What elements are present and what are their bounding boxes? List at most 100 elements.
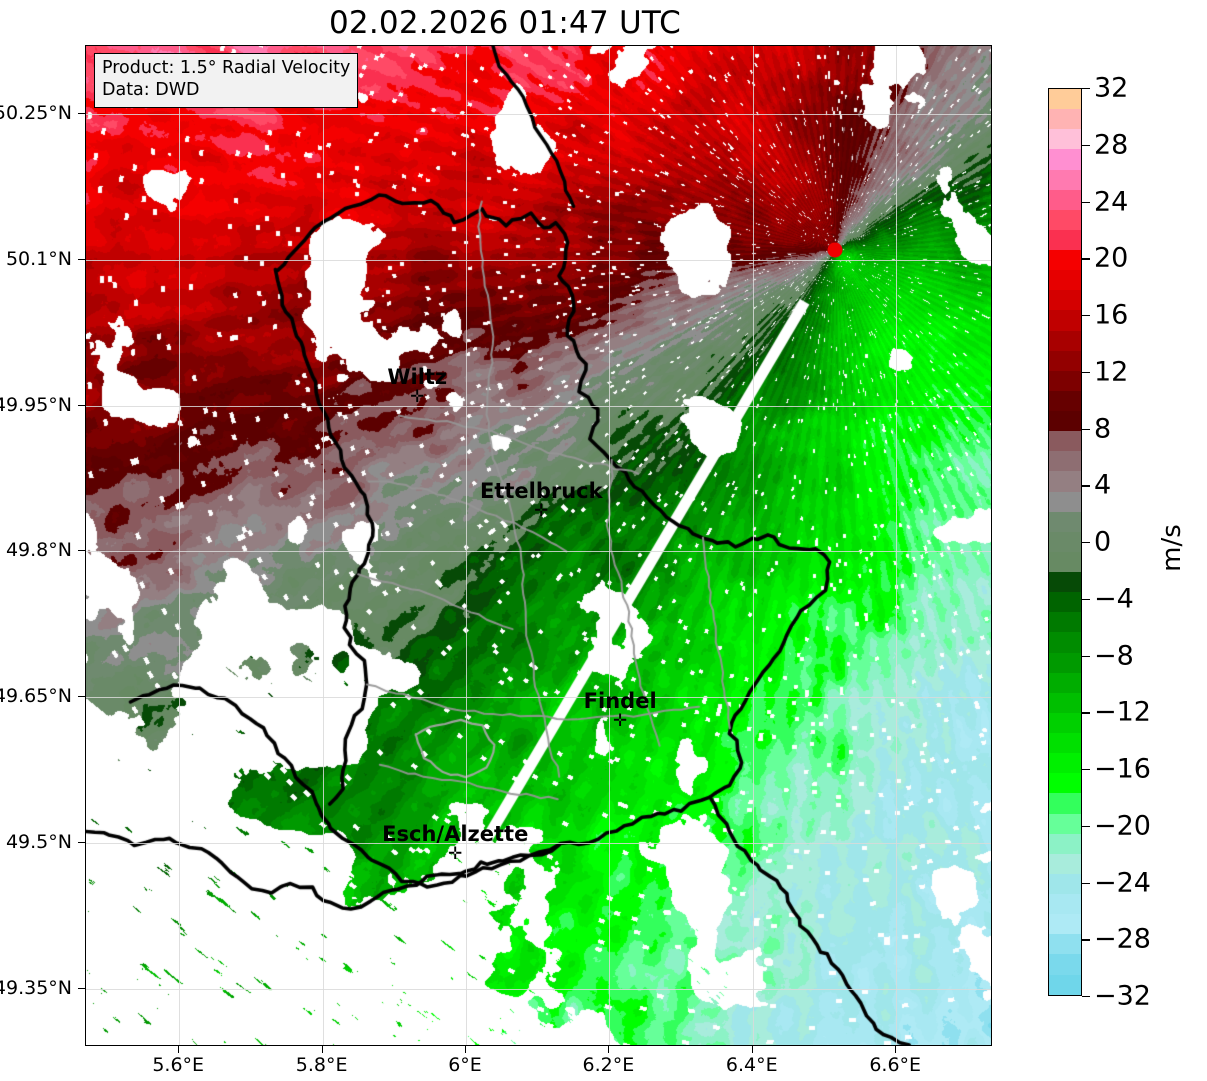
colorbar-tick-label: −28 [1094,923,1151,955]
colorbar-segment [1049,471,1081,492]
colorbar-segment [1049,773,1081,794]
colorbar-tick [1082,996,1090,998]
city-name: Wiltz [387,365,448,389]
colorbar-segment [1049,753,1081,774]
colorbar-segment [1049,149,1081,170]
colorbar-segment [1049,833,1081,854]
colorbar-tick-label: 16 [1094,299,1129,331]
y-axis-label: 49.8°N [5,539,72,562]
colorbar-segment [1049,431,1081,452]
y-axis-label: 49.35°N [0,976,72,999]
colorbar-segment [1049,914,1081,935]
figure-title: 02.02.2026 01:47 UTC [329,5,681,41]
colorbar-tick [1082,371,1090,374]
colorbar-tick [1082,939,1090,941]
colorbar-unit-label: m/s [1157,524,1187,572]
colorbar-tick-label: 28 [1094,129,1129,161]
city-name: Ettelbruck [479,478,603,503]
colorbar-tick-label: 32 [1094,72,1129,104]
grid-line-vertical [609,46,611,1045]
colorbar-segment [1049,189,1081,210]
y-axis-tick [78,987,85,989]
colorbar-segment [1049,551,1081,572]
city-marker: Wiltz ✛ [387,365,448,407]
colorbar-tick [1082,882,1090,884]
colorbar-tick [1082,88,1090,90]
colorbar-tick-label: −20 [1094,810,1151,842]
colorbar-segment [1049,370,1081,391]
colorbar-segment [1049,169,1081,190]
colorbar-tick-label: −16 [1094,753,1151,785]
city-cross-icon: ✛ [410,387,425,407]
colorbar-segment [1049,592,1081,613]
colorbar-tick-label: 12 [1094,356,1129,388]
city-name: Esch/Alzette [382,821,529,846]
colorbar-segment [1049,229,1081,250]
city-name: Findel [583,688,657,713]
grid-line-vertical [179,46,181,1045]
colorbar-segment [1049,390,1081,411]
x-axis-tick [895,1046,897,1053]
colorbar-tick [1082,201,1090,203]
colorbar-segment [1049,109,1081,130]
y-axis-tick [78,550,85,552]
colorbar-tick [1082,485,1090,487]
colorbar-segment [1049,129,1081,150]
colorbar [1048,88,1082,996]
grid-line-horizontal [86,405,991,407]
y-axis-tick [78,113,85,115]
colorbar-tick-label: −24 [1094,867,1151,898]
x-axis-tick [608,1046,610,1053]
colorbar-tick [1082,598,1090,601]
radar-site-marker [827,242,843,258]
colorbar-tick [1082,258,1090,260]
colorbar-segment [1049,209,1081,230]
grid-line-horizontal [86,988,991,990]
colorbar-tick-label: 4 [1094,469,1112,501]
colorbar-tick-label: −4 [1094,583,1134,615]
colorbar-segment [1049,793,1081,814]
colorbar-segment [1049,652,1081,673]
grid-line-vertical [752,46,754,1045]
colorbar-tick [1082,542,1090,544]
colorbar-tick [1082,712,1090,714]
colorbar-tick [1082,769,1090,771]
grid-line-vertical [322,46,324,1045]
grid-line-horizontal [86,114,991,116]
y-axis-label: 49.5°N [5,830,72,853]
grid-line-vertical [896,46,898,1045]
colorbar-segment [1049,612,1081,633]
colorbar-tick-label: 24 [1094,186,1129,217]
x-axis-tick [178,1046,180,1053]
y-axis-tick [78,404,85,406]
colorbar-tick [1082,144,1090,147]
grid-line-horizontal [86,259,991,261]
colorbar-tick-label: 0 [1094,526,1112,558]
colorbar-segment [1049,712,1081,733]
colorbar-segment [1049,632,1081,653]
colorbar-segment [1049,350,1081,371]
colorbar-segment [1049,894,1081,915]
x-axis-label: 6.6°E [869,1054,922,1076]
colorbar-segment [1049,934,1081,955]
colorbar-segment [1049,330,1081,351]
city-marker: Findel ✛ [583,688,657,730]
info-data-line: Data: DWD [102,79,200,100]
colorbar-tick-label: 8 [1094,413,1112,444]
colorbar-segment [1049,290,1081,311]
colorbar-segment [1049,974,1081,995]
colorbar-tick-label: −32 [1094,980,1151,1012]
colorbar-segment [1049,873,1081,894]
info-box: Product: 1.5° Radial Velocity Data: DWD [94,53,359,108]
colorbar-segment [1049,672,1081,693]
colorbar-segment [1049,89,1081,110]
city-cross-icon: ✛ [534,500,549,521]
y-axis-label: 49.95°N [0,393,72,416]
colorbar-segment [1049,411,1081,432]
y-axis-label: 49.65°N [0,685,72,708]
y-axis-tick [78,696,85,698]
colorbar-segment [1049,270,1081,291]
y-axis-label: 50.25°N [0,102,72,125]
colorbar-segment [1049,572,1081,593]
colorbar-tick-label: 20 [1094,242,1129,274]
